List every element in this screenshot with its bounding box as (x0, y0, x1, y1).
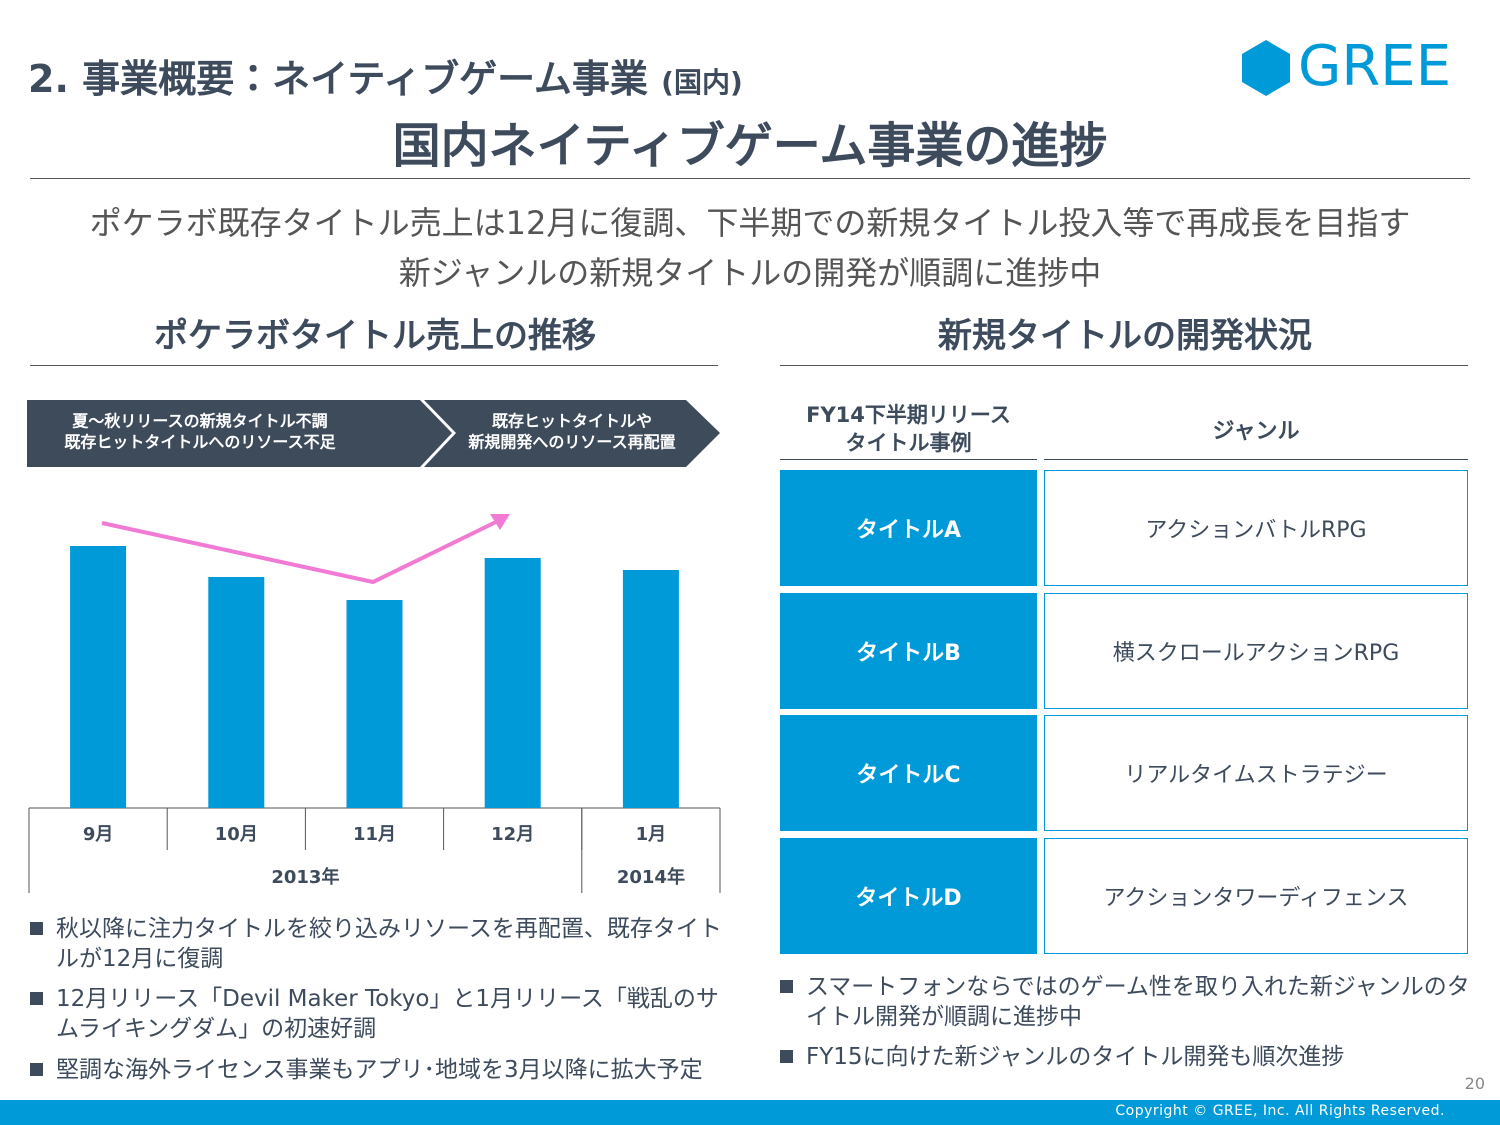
banner-shape (424, 400, 720, 467)
header-line: タイトル事例 (845, 430, 972, 455)
genre-cell: アクションタワーディフェンス (1044, 837, 1468, 954)
section-title: 2. 事業概要：ネイティブゲーム事業 (国内) (28, 48, 743, 103)
table-header: ジャンル (1044, 398, 1468, 460)
bullet: FY15に向けた新ジャンルのタイトル開発も順次進捗 (778, 1042, 1474, 1072)
genre-cell: アクションバトルRPG (1044, 470, 1468, 586)
bar (70, 546, 127, 808)
trend-arrow (101, 518, 501, 585)
bar (208, 577, 265, 808)
bar (622, 570, 679, 808)
banner-text: 既存ヒットタイトルへのリソース不足 (64, 433, 336, 452)
main-title: 国内ネイティブゲーム事業の進捗 (392, 118, 1108, 174)
bullet: スマートフォンならではのゲーム性を取り入れた新ジャンルのタイトル開発が順調に進捗… (778, 972, 1474, 1032)
x-tick-label: 1月 (636, 824, 667, 845)
section-text: 2. 事業概要：ネイティブゲーム事業 (28, 57, 648, 101)
title-cell: タイトルA (780, 470, 1037, 586)
summary-line: 新ジャンルの新規タイトルの開発が順調に進捗中 (398, 254, 1102, 292)
x-tick-label: 11月 (353, 824, 396, 845)
x-tick-label: 9月 (83, 824, 114, 845)
title-cell: タイトルD (780, 837, 1037, 954)
right-heading: 新規タイトルの開発状況 (938, 316, 1312, 356)
group-label: 2014年 (617, 866, 685, 888)
genre-cell: リアルタイムストラテジー (1044, 715, 1468, 831)
bar (484, 558, 541, 808)
summary: ポケラボ既存タイトル売上は12月に復調、下半期での新規タイトル投入等で再成長を目… (0, 198, 1500, 298)
page-number: 20 (1464, 1074, 1485, 1093)
bullet: 12月リリース「Devil Maker Tokyo」と1月リリース「戦乱のサムラ… (28, 984, 724, 1044)
banner-text: 新規開発へのリソース再配置 (467, 433, 675, 452)
bullet: 堅調な海外ライセンス事業もアプリ･地域を3月以降に拡大予定 (28, 1055, 724, 1085)
logo-text: GREE (1298, 36, 1451, 99)
copyright: Copyright © GREE, Inc. All Rights Reserv… (1115, 1103, 1445, 1119)
title-cell: タイトルC (780, 715, 1037, 831)
x-tick-label: 10月 (215, 824, 258, 845)
footer-bar (0, 1100, 1500, 1125)
arrowhead (490, 514, 510, 530)
group-label: 2013年 (271, 866, 339, 888)
summary-line: ポケラボ既存タイトル売上は12月に復調、下半期での新規タイトル投入等で再成長を目… (89, 204, 1411, 242)
bar (346, 600, 403, 808)
header-line: FY14下半期リリース (806, 402, 1011, 427)
divider (30, 365, 718, 366)
x-tick-label: 12月 (491, 824, 534, 845)
divider (30, 178, 1470, 179)
banner-shape (27, 400, 452, 467)
banner-text: 既存ヒットタイトルや (492, 412, 652, 431)
bullet: 秋以降に注力タイトルを絞り込みリソースを再配置、既存タイトルが12月に復調 (28, 914, 724, 974)
left-heading: ポケラボタイトル売上の推移 (154, 316, 596, 356)
logo-hexagon (1242, 40, 1290, 96)
table-header: FY14下半期リリース タイトル事例 (780, 398, 1037, 460)
section-note: (国内) (661, 66, 743, 99)
divider (780, 365, 1468, 366)
logo: GREE (1242, 36, 1451, 99)
genre-cell: 横スクロールアクションRPG (1044, 592, 1468, 709)
title-cell: タイトルB (780, 592, 1037, 709)
banner-text: 夏～秋リリースの新規タイトル不調 (71, 412, 327, 431)
